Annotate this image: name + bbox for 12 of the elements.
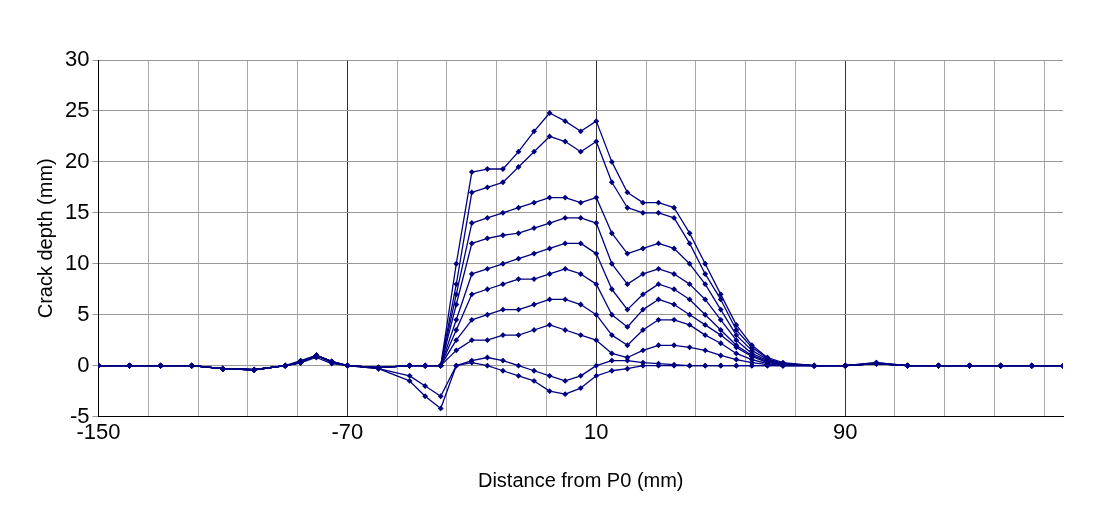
x-tick-label: 90 [832, 418, 858, 444]
y-tick-label: 25 [64, 97, 90, 123]
x-axis-title: Distance from P0 (mm) [477, 468, 684, 491]
y-tick-label: 10 [64, 249, 90, 275]
y-tick-label: 5 [77, 300, 90, 326]
y-axis-title: Crack depth (mm) [33, 158, 56, 319]
y-tick-label: 20 [64, 147, 90, 173]
y-tick-label: 0 [77, 351, 90, 377]
x-tick-label: 10 [584, 418, 609, 444]
y-tick-label: 15 [64, 198, 90, 224]
y-tick-label: 30 [64, 46, 90, 72]
x-tick-label: -70 [331, 418, 364, 444]
